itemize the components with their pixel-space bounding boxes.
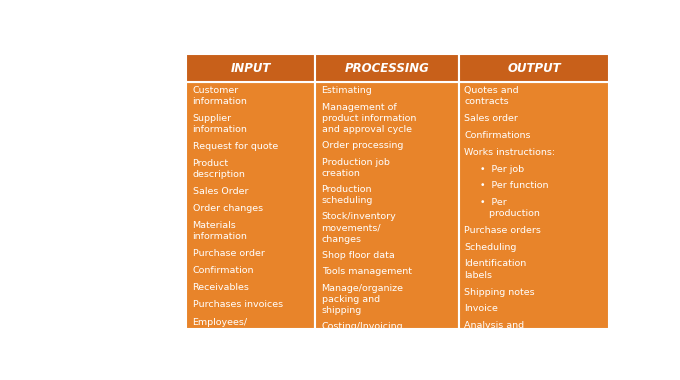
Text: Receivables: Receivables [192,283,250,293]
Text: Employees/
equipment: Employees/ equipment [192,318,248,337]
Text: Shipping notes: Shipping notes [464,288,535,297]
Text: PROCESSING: PROCESSING [345,62,430,74]
Text: •  Per
   production: • Per production [480,198,540,218]
Text: Request for quote: Request for quote [192,142,277,151]
Text: Materials
information: Materials information [192,222,248,242]
Text: Purchase orders: Purchase orders [464,226,541,235]
Text: Imports from
accounts: Imports from accounts [192,345,254,366]
Text: Month or job end
closing: Month or job end closing [322,339,402,359]
Text: Export to accounts: Export to accounts [464,366,554,375]
Text: •  Per job: • Per job [480,165,524,174]
Text: Sales order: Sales order [464,114,518,124]
Text: Analysis and
reporting: Analysis and reporting [464,321,524,341]
Bar [459,54,609,82]
Text: Production
scheduling: Production scheduling [322,185,373,205]
Text: Order processing: Order processing [322,141,403,150]
Text: Production job
creation: Production job creation [322,158,390,178]
Bar [316,82,459,329]
Text: Scheduling: Scheduling [464,243,517,252]
Text: Manage/organize
packing and
shipping: Manage/organize packing and shipping [322,284,403,315]
Text: E-information: E-information [464,349,528,358]
Text: Tools management: Tools management [322,267,411,276]
Bar [316,54,459,82]
Text: •  Per function: • Per function [480,181,549,190]
Bar [459,82,609,329]
Text: Product
description: Product description [192,159,245,179]
Text: Sales Order: Sales Order [192,187,248,196]
Text: OUTPUT: OUTPUT [507,62,561,74]
Bar [186,82,316,329]
Text: Invoice: Invoice [464,304,498,313]
Text: Estimating: Estimating [322,86,373,95]
Text: Shop floor data: Shop floor data [322,251,394,260]
Text: Confirmations: Confirmations [464,131,531,140]
Text: INPUT: INPUT [231,62,271,74]
Text: Stock/inventory
movements/
changes: Stock/inventory movements/ changes [322,212,396,244]
Text: Confirmation: Confirmation [192,266,254,276]
Text: Identification
labels: Identification labels [464,260,526,280]
Text: Costing/Invoicing: Costing/Invoicing [322,322,403,331]
Text: Quotes and
contracts: Quotes and contracts [464,86,519,106]
Text: Order changes: Order changes [192,204,262,213]
Text: Purchase order: Purchase order [192,249,265,258]
Text: Data: Data [192,374,216,380]
Bar [186,54,316,82]
Text: Purchases invoices: Purchases invoices [192,301,283,309]
Text: Works instructions:: Works instructions: [464,148,556,157]
Text: Management of
product information
and approval cycle: Management of product information and ap… [322,103,416,134]
Text: Supplier
information: Supplier information [192,114,248,135]
Text: Customer
information: Customer information [192,86,248,106]
